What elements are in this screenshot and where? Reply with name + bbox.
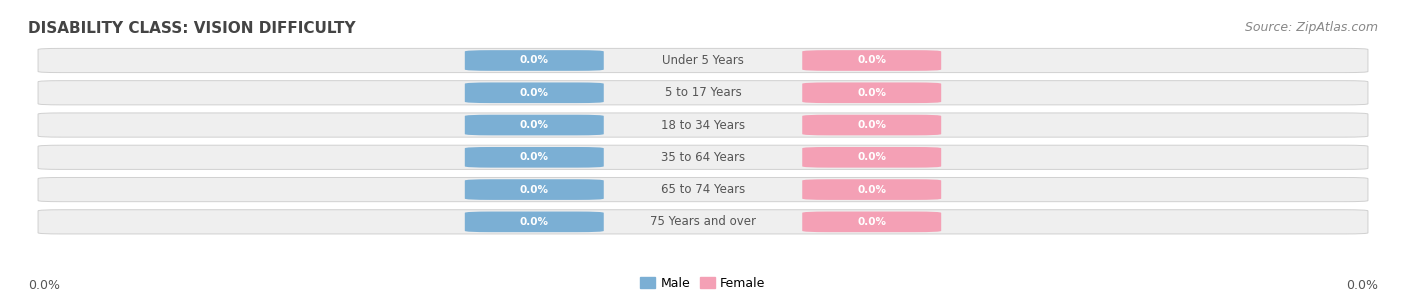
Text: 0.0%: 0.0% [520,217,548,227]
Legend: Male, Female: Male, Female [636,272,770,295]
Text: 0.0%: 0.0% [858,120,886,130]
FancyBboxPatch shape [803,147,941,168]
FancyBboxPatch shape [38,145,1368,169]
FancyBboxPatch shape [465,82,603,103]
Text: 35 to 64 Years: 35 to 64 Years [661,151,745,164]
Text: 0.0%: 0.0% [520,185,548,195]
FancyBboxPatch shape [803,179,941,200]
FancyBboxPatch shape [465,50,603,71]
Text: Under 5 Years: Under 5 Years [662,54,744,67]
Text: 0.0%: 0.0% [520,56,548,65]
Text: 0.0%: 0.0% [1346,279,1378,292]
FancyBboxPatch shape [465,147,603,168]
FancyBboxPatch shape [465,212,603,232]
Text: 0.0%: 0.0% [520,152,548,162]
FancyBboxPatch shape [803,50,941,71]
FancyBboxPatch shape [465,115,603,135]
Text: 0.0%: 0.0% [520,120,548,130]
FancyBboxPatch shape [803,115,941,135]
Text: Source: ZipAtlas.com: Source: ZipAtlas.com [1244,21,1378,34]
Text: 5 to 17 Years: 5 to 17 Years [665,86,741,99]
FancyBboxPatch shape [38,178,1368,202]
FancyBboxPatch shape [803,212,941,232]
Text: 0.0%: 0.0% [858,56,886,65]
Text: 0.0%: 0.0% [858,217,886,227]
FancyBboxPatch shape [38,81,1368,105]
FancyBboxPatch shape [38,210,1368,234]
Text: 18 to 34 Years: 18 to 34 Years [661,119,745,132]
Text: 75 Years and over: 75 Years and over [650,215,756,228]
FancyBboxPatch shape [38,113,1368,137]
Text: 0.0%: 0.0% [858,185,886,195]
Text: 0.0%: 0.0% [858,152,886,162]
Text: DISABILITY CLASS: VISION DIFFICULTY: DISABILITY CLASS: VISION DIFFICULTY [28,21,356,36]
FancyBboxPatch shape [803,82,941,103]
Text: 0.0%: 0.0% [520,88,548,98]
Text: 65 to 74 Years: 65 to 74 Years [661,183,745,196]
FancyBboxPatch shape [38,48,1368,73]
Text: 0.0%: 0.0% [858,88,886,98]
Text: 0.0%: 0.0% [28,279,60,292]
FancyBboxPatch shape [465,179,603,200]
